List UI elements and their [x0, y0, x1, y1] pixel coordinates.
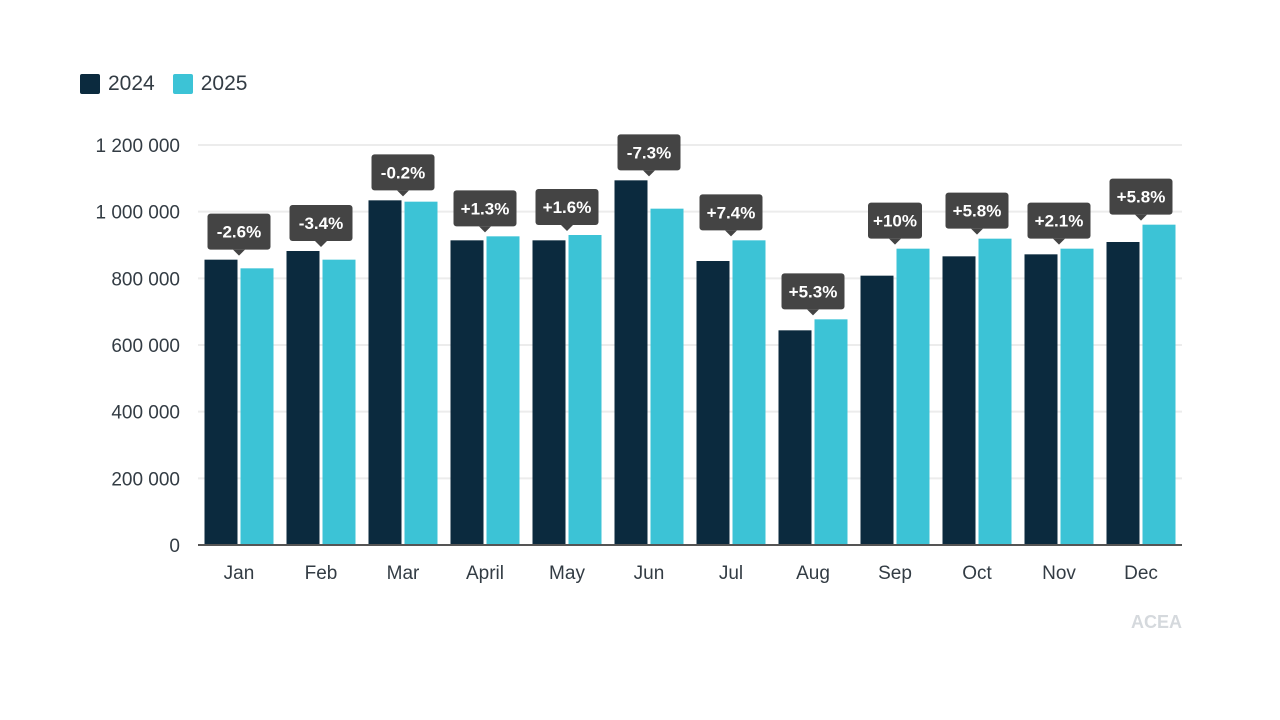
bar-2025-dec: [1142, 224, 1176, 545]
bar-2024-sep: [860, 275, 894, 545]
annotation-box: [617, 134, 681, 171]
annotation-box: [453, 190, 517, 227]
bar-2024-april: [450, 240, 484, 546]
bar-2025-nov: [1060, 248, 1094, 545]
annotation-pointer: [725, 230, 737, 237]
legend: 2024 2025: [80, 72, 265, 96]
annotation-label: +1.6%: [543, 198, 592, 217]
annotation-pointer: [643, 170, 655, 177]
x-tick-label: Sep: [878, 563, 912, 584]
bar-2025-feb: [322, 259, 356, 545]
annotation-label: +10%: [873, 212, 917, 231]
bar-2024-mar: [368, 200, 402, 546]
x-tick-label: April: [466, 563, 504, 584]
annotation-label: -3.4%: [299, 214, 343, 233]
annotation-box: [289, 205, 353, 241]
x-tick-label: Jun: [634, 563, 665, 584]
annotation-label: +7.4%: [707, 203, 756, 222]
y-tick-label: 200 000: [111, 469, 180, 490]
annotation-label: +2.1%: [1035, 212, 1084, 231]
annotation-pointer: [479, 226, 491, 233]
annotation-pointer: [807, 309, 819, 316]
bar-2024-jul: [696, 261, 730, 545]
annotation-box: [781, 273, 845, 310]
legend-swatch-2024: [80, 74, 100, 94]
annotation-pointer: [1053, 238, 1065, 245]
annotation-box: [371, 154, 435, 191]
bar-2024-jan: [204, 259, 238, 545]
x-tick-label: Aug: [796, 563, 830, 584]
annotation-label: +5.3%: [789, 282, 838, 301]
annotation-pointer: [315, 241, 327, 247]
annotation-box: [1027, 202, 1091, 239]
bar-2024-may: [532, 240, 566, 546]
y-tick-label: 600 000: [111, 336, 180, 357]
bar-2025-may: [568, 235, 602, 545]
x-tick-label: Jan: [224, 563, 255, 584]
x-tick-label: Jul: [719, 563, 743, 584]
bar-2025-sep: [896, 248, 930, 545]
y-tick-label: 400 000: [111, 403, 180, 424]
bar-2024-jun: [614, 180, 648, 546]
annotation-label: -0.2%: [381, 163, 425, 182]
bar-2025-april: [486, 236, 520, 546]
y-tick-label: 1 200 000: [95, 136, 180, 157]
source-label: ACEA: [1130, 612, 1182, 632]
annotation-pointer: [233, 249, 245, 256]
annotation-pointer: [971, 228, 983, 235]
bar-2024-oct: [942, 256, 976, 545]
annotation-label: -2.6%: [217, 223, 261, 242]
bar-2025-jun: [650, 208, 684, 545]
bar-2024-feb: [286, 251, 320, 545]
bar-2024-dec: [1106, 242, 1140, 545]
y-tick-label: 1 000 000: [95, 203, 180, 224]
legend-item-2024: 2024: [80, 72, 155, 96]
bar-2025-mar: [404, 201, 438, 545]
annotation-pointer: [397, 190, 409, 197]
bar-2024-aug: [778, 330, 812, 545]
x-tick-label: Dec: [1124, 563, 1158, 584]
annotation-box: [207, 213, 271, 250]
annotation-label: -7.3%: [627, 143, 671, 162]
bar-2025-jul: [732, 240, 766, 546]
x-tick-label: Oct: [962, 563, 992, 584]
y-tick-label: 0: [169, 536, 180, 557]
annotation-label: +1.3%: [461, 199, 510, 218]
annotation-pointer: [1135, 214, 1147, 221]
x-tick-label: Nov: [1042, 563, 1076, 584]
bar-2024-nov: [1024, 254, 1058, 546]
annotation-pointer: [561, 225, 573, 231]
annotation-box: [868, 202, 922, 239]
annotation-box: [945, 192, 1009, 229]
annotation-box: [699, 194, 763, 231]
annotation-label: +5.8%: [953, 202, 1002, 221]
x-tick-label: Feb: [305, 563, 338, 584]
annotation-box: [535, 189, 599, 225]
annotation-box: [1109, 178, 1173, 215]
legend-item-2025: 2025: [172, 72, 248, 96]
annotation-pointer: [889, 238, 901, 245]
x-tick-label: May: [549, 563, 585, 584]
bar-2025-jan: [240, 268, 274, 545]
bar-2025-aug: [814, 319, 848, 545]
y-tick-label: 800 000: [111, 269, 180, 290]
bar-2025-oct: [978, 238, 1012, 545]
annotation-label: +5.8%: [1117, 188, 1166, 207]
legend-swatch-2025: [172, 74, 193, 94]
legend-label-2025: 2025: [200, 72, 248, 95]
legend-label-2024: 2024: [108, 72, 155, 95]
x-tick-label: Mar: [387, 563, 420, 584]
